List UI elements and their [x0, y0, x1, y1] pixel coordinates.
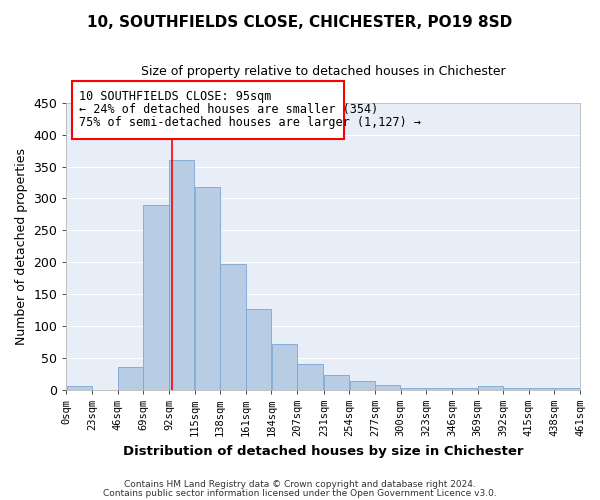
Bar	[220, 264, 245, 390]
Bar	[272, 344, 297, 390]
Bar	[375, 384, 400, 390]
Bar	[350, 382, 375, 390]
Bar	[427, 388, 452, 390]
Bar	[169, 160, 194, 390]
Bar	[67, 386, 92, 390]
Bar	[452, 388, 478, 390]
Bar	[143, 205, 169, 390]
Bar	[195, 187, 220, 390]
Bar	[401, 388, 426, 390]
Y-axis label: Number of detached properties: Number of detached properties	[15, 148, 28, 344]
Bar	[529, 388, 554, 390]
Text: 10, SOUTHFIELDS CLOSE, CHICHESTER, PO19 8SD: 10, SOUTHFIELDS CLOSE, CHICHESTER, PO19 …	[88, 15, 512, 30]
Text: Contains public sector information licensed under the Open Government Licence v3: Contains public sector information licen…	[103, 490, 497, 498]
FancyBboxPatch shape	[71, 82, 344, 138]
Bar	[503, 388, 529, 390]
X-axis label: Distribution of detached houses by size in Chichester: Distribution of detached houses by size …	[123, 444, 523, 458]
Bar	[246, 308, 271, 390]
Text: 75% of semi-detached houses are larger (1,127) →: 75% of semi-detached houses are larger (…	[79, 116, 421, 128]
Title: Size of property relative to detached houses in Chichester: Size of property relative to detached ho…	[141, 65, 506, 78]
Bar	[324, 375, 349, 390]
Text: 10 SOUTHFIELDS CLOSE: 95sqm: 10 SOUTHFIELDS CLOSE: 95sqm	[79, 90, 272, 103]
Bar	[118, 368, 143, 390]
Text: Contains HM Land Registry data © Crown copyright and database right 2024.: Contains HM Land Registry data © Crown c…	[124, 480, 476, 489]
Bar	[554, 388, 580, 390]
Bar	[297, 364, 323, 390]
Text: ← 24% of detached houses are smaller (354): ← 24% of detached houses are smaller (35…	[79, 103, 379, 116]
Bar	[478, 386, 503, 390]
